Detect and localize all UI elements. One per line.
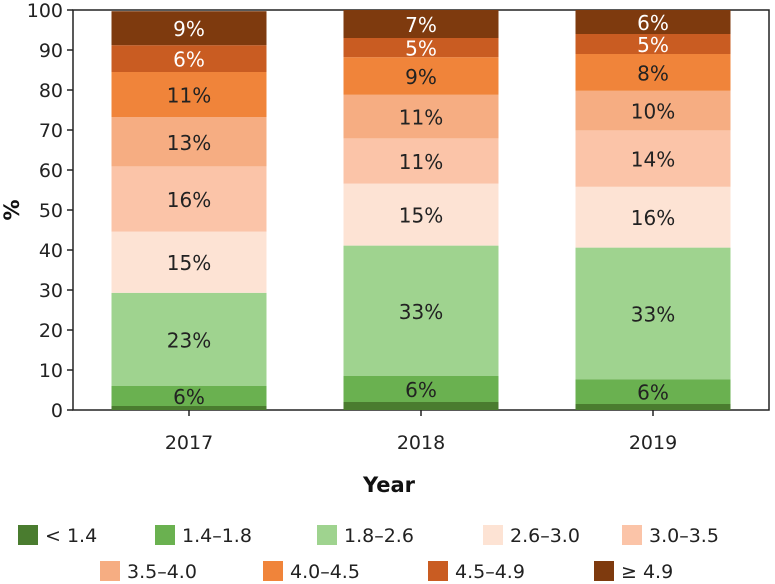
data-label: 6% xyxy=(405,378,437,402)
data-label: 15% xyxy=(399,204,443,228)
y-tick-label: 10 xyxy=(39,360,63,382)
bar-segment xyxy=(575,186,731,248)
legend-swatch xyxy=(317,525,337,545)
y-tick-label: 70 xyxy=(39,120,63,142)
data-label: 14% xyxy=(631,148,675,172)
data-label: 5% xyxy=(637,33,669,57)
legend-label: 1.8–2.6 xyxy=(344,525,414,547)
bar-segment xyxy=(343,94,499,139)
legend-swatch xyxy=(100,561,120,581)
data-label: 11% xyxy=(399,106,443,130)
bar-segment xyxy=(575,54,731,91)
y-tick-label: 80 xyxy=(39,80,63,102)
legend-swatch xyxy=(428,561,448,581)
data-label: 5% xyxy=(405,37,437,61)
bar-segment xyxy=(575,90,731,131)
bar-segment xyxy=(111,45,267,72)
legend-label: 3.0–3.5 xyxy=(649,525,719,547)
bar-segment xyxy=(575,404,731,410)
x-tick-label: 2017 xyxy=(165,432,213,454)
data-label: 11% xyxy=(167,84,211,108)
x-axis-label: Year xyxy=(362,473,416,497)
bar-segment xyxy=(111,11,267,46)
y-tick-label: 40 xyxy=(39,240,63,262)
bar-segment xyxy=(575,379,731,404)
legend-swatch xyxy=(18,525,38,545)
bar-segment xyxy=(575,34,731,54)
y-tick-label: 100 xyxy=(27,0,63,22)
data-label: 6% xyxy=(173,48,205,72)
bar-segment xyxy=(111,166,267,232)
bar-segment xyxy=(575,10,731,34)
legend-swatch xyxy=(594,561,614,581)
legend: < 1.4 1.4–1.8 1.8–2.6 2.6–3.0 3.0–3.5 3.5–4.0… xyxy=(18,525,719,583)
legend-label: 3.5–4.0 xyxy=(127,561,197,583)
legend-swatch xyxy=(622,525,642,545)
legend-swatch xyxy=(263,561,283,581)
legend-swatch xyxy=(155,525,175,545)
legend-label: 2.6–3.0 xyxy=(510,525,580,547)
legend-label: 4.5–4.9 xyxy=(455,561,525,583)
data-label: 6% xyxy=(637,11,669,35)
data-label: 16% xyxy=(631,206,675,230)
bar-segment xyxy=(343,376,499,402)
bar-segment xyxy=(111,406,267,410)
data-label: 33% xyxy=(399,300,443,324)
legend-label: 4.0–4.5 xyxy=(290,561,360,583)
legend-label: 1.4–1.8 xyxy=(182,525,252,547)
legend-swatch xyxy=(483,525,503,545)
data-label: 6% xyxy=(637,381,669,405)
y-tick-label: 90 xyxy=(39,40,63,62)
y-tick-label: 60 xyxy=(39,160,63,182)
data-label: 10% xyxy=(631,100,675,124)
bar-segment xyxy=(343,10,499,38)
y-axis-label: % xyxy=(0,199,24,220)
bar-segment xyxy=(343,245,499,376)
bar-segment xyxy=(111,231,267,293)
bar-segment xyxy=(343,183,499,246)
y-tick-label: 50 xyxy=(39,200,63,222)
y-tick-label: 30 xyxy=(39,280,63,302)
data-label: 13% xyxy=(167,131,211,155)
bar-segment xyxy=(111,386,267,406)
bar-segment xyxy=(575,247,731,380)
data-label: 6% xyxy=(173,385,205,409)
bar-segment xyxy=(111,72,267,118)
y-tick-label: 0 xyxy=(51,400,63,422)
data-label: 33% xyxy=(631,302,675,326)
axes: 0 10 20 30 40 50 60 70 80 90 100 2017 2018 2019 xyxy=(27,0,677,454)
data-label: 11% xyxy=(399,150,443,174)
y-tick-label: 20 xyxy=(39,320,63,342)
data-label: 9% xyxy=(173,17,205,41)
bar-segment xyxy=(575,130,731,187)
x-tick-label: 2018 xyxy=(397,432,445,454)
data-label: 7% xyxy=(405,13,437,37)
data-label: 16% xyxy=(167,188,211,212)
data-label: 8% xyxy=(637,61,669,85)
bar-segment xyxy=(343,57,499,95)
bar-segment xyxy=(111,292,267,386)
data-label: 15% xyxy=(167,251,211,275)
bar-segment xyxy=(343,402,499,410)
bars: 6%23%15%16%13%11%6%9%6%33%15%11%11%9%5%7… xyxy=(111,10,731,410)
legend-label: < 1.4 xyxy=(45,525,97,547)
x-tick-label: 2019 xyxy=(629,432,677,454)
bar-segment xyxy=(111,117,267,167)
bar-segment xyxy=(343,138,499,184)
data-label: 23% xyxy=(167,328,211,352)
legend-label: ≥ 4.9 xyxy=(621,561,673,583)
bar-segment xyxy=(343,38,499,58)
data-label: 9% xyxy=(405,65,437,89)
